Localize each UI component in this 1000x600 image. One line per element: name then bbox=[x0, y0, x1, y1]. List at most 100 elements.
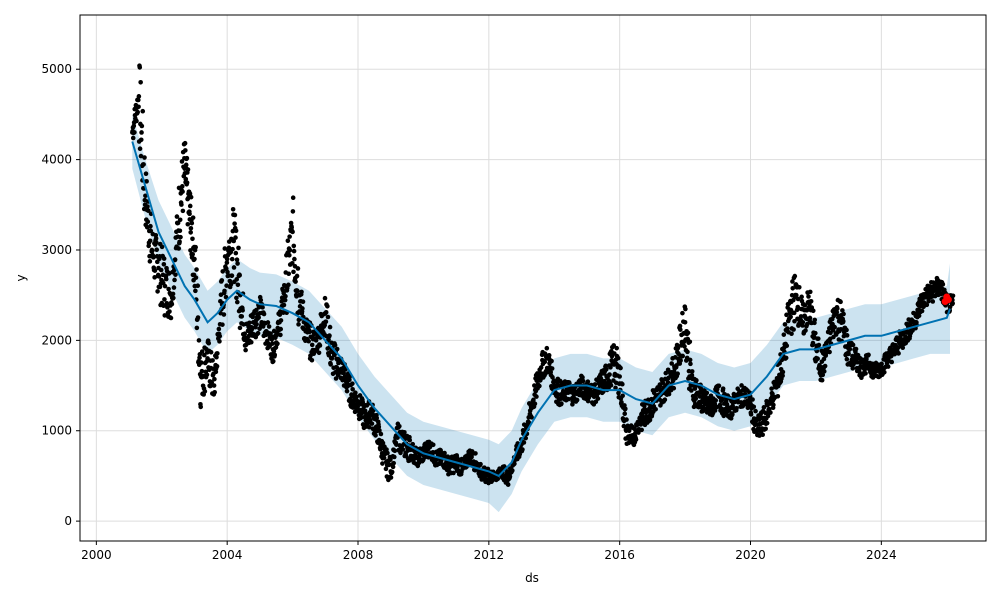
observed-point bbox=[234, 295, 239, 301]
observed-point bbox=[135, 109, 140, 115]
observed-point bbox=[739, 383, 744, 388]
observed-point bbox=[782, 322, 788, 327]
observed-point bbox=[402, 429, 407, 435]
observed-point bbox=[384, 447, 389, 452]
observed-point bbox=[788, 314, 793, 320]
observed-point bbox=[900, 345, 906, 351]
observed-point bbox=[716, 383, 722, 389]
observed-point bbox=[574, 397, 580, 403]
observed-point bbox=[940, 282, 946, 287]
observed-point bbox=[442, 450, 447, 456]
observed-point bbox=[882, 369, 887, 375]
observed-point bbox=[171, 295, 176, 301]
observed-point bbox=[296, 322, 301, 327]
observed-point bbox=[198, 404, 204, 410]
observed-point bbox=[544, 345, 550, 351]
observed-point bbox=[187, 211, 192, 217]
observed-point bbox=[172, 277, 177, 283]
observed-point bbox=[237, 272, 242, 278]
observed-point bbox=[400, 447, 406, 452]
observed-point bbox=[675, 345, 681, 351]
observed-point bbox=[171, 285, 177, 290]
observed-point bbox=[713, 398, 719, 403]
observed-point bbox=[161, 256, 167, 261]
observed-point bbox=[224, 283, 229, 288]
observed-point bbox=[895, 345, 901, 350]
observed-point bbox=[827, 349, 832, 355]
observed-point bbox=[377, 428, 382, 433]
observed-point bbox=[154, 240, 159, 246]
observed-point bbox=[316, 350, 322, 356]
observed-point bbox=[595, 396, 601, 401]
observed-point bbox=[863, 371, 868, 376]
forecast-line bbox=[131, 141, 951, 478]
observed-point bbox=[611, 343, 617, 348]
observed-point bbox=[270, 358, 276, 364]
observed-point bbox=[220, 269, 226, 274]
observed-point bbox=[231, 238, 237, 244]
x-tick-label: 2020 bbox=[735, 548, 766, 562]
observed-point bbox=[323, 309, 329, 315]
observed-point bbox=[173, 272, 178, 277]
observed-point bbox=[214, 363, 220, 369]
observed-point bbox=[815, 336, 821, 341]
observed-point bbox=[608, 365, 613, 370]
observed-point bbox=[182, 140, 188, 146]
observed-point bbox=[896, 351, 901, 356]
observed-point bbox=[256, 315, 262, 320]
observed-point bbox=[700, 408, 706, 414]
observed-point bbox=[197, 355, 202, 361]
observed-point bbox=[770, 391, 775, 397]
observed-point bbox=[228, 281, 234, 287]
observed-point bbox=[846, 351, 851, 357]
observed-point bbox=[179, 202, 184, 207]
observed-point bbox=[369, 421, 375, 426]
observed-point bbox=[608, 383, 614, 388]
observed-point bbox=[247, 320, 252, 326]
observed-point bbox=[760, 432, 765, 438]
observed-point bbox=[163, 276, 169, 282]
observed-point bbox=[693, 396, 699, 401]
observed-point bbox=[147, 238, 153, 244]
observed-point bbox=[140, 108, 146, 114]
y-tick-label: 4000 bbox=[41, 153, 72, 167]
x-tick-label: 2008 bbox=[343, 548, 374, 562]
observed-point bbox=[193, 244, 198, 250]
observed-point bbox=[916, 313, 922, 319]
observed-point bbox=[768, 410, 773, 415]
observed-point bbox=[950, 293, 956, 299]
observed-point bbox=[580, 375, 585, 380]
observed-point bbox=[232, 221, 237, 226]
observed-point bbox=[139, 130, 144, 135]
observed-point bbox=[287, 252, 292, 258]
observed-point bbox=[495, 476, 501, 482]
observed-point bbox=[719, 397, 725, 403]
observed-point bbox=[282, 297, 288, 303]
observed-point bbox=[397, 423, 402, 429]
observed-point bbox=[206, 340, 212, 346]
observed-point bbox=[143, 171, 149, 177]
x-tick-label: 2000 bbox=[81, 548, 112, 562]
observed-point bbox=[469, 454, 474, 460]
observed-point bbox=[924, 302, 930, 308]
observed-point bbox=[930, 299, 936, 304]
observed-point bbox=[295, 288, 300, 294]
observed-point bbox=[764, 420, 770, 426]
observed-point bbox=[566, 396, 571, 402]
observed-point bbox=[180, 208, 186, 214]
observed-point bbox=[795, 304, 801, 310]
observed-point bbox=[229, 273, 235, 278]
observed-point bbox=[196, 338, 202, 343]
observed-point bbox=[678, 358, 683, 363]
observed-point bbox=[704, 390, 710, 396]
observed-point bbox=[138, 79, 143, 85]
observed-point bbox=[885, 364, 891, 369]
observed-point bbox=[919, 308, 925, 314]
observed-point bbox=[188, 225, 194, 231]
observed-point bbox=[188, 194, 194, 200]
observed-point bbox=[187, 203, 193, 209]
observed-point bbox=[234, 299, 240, 305]
observed-point bbox=[512, 461, 517, 467]
observed-point bbox=[510, 468, 515, 473]
